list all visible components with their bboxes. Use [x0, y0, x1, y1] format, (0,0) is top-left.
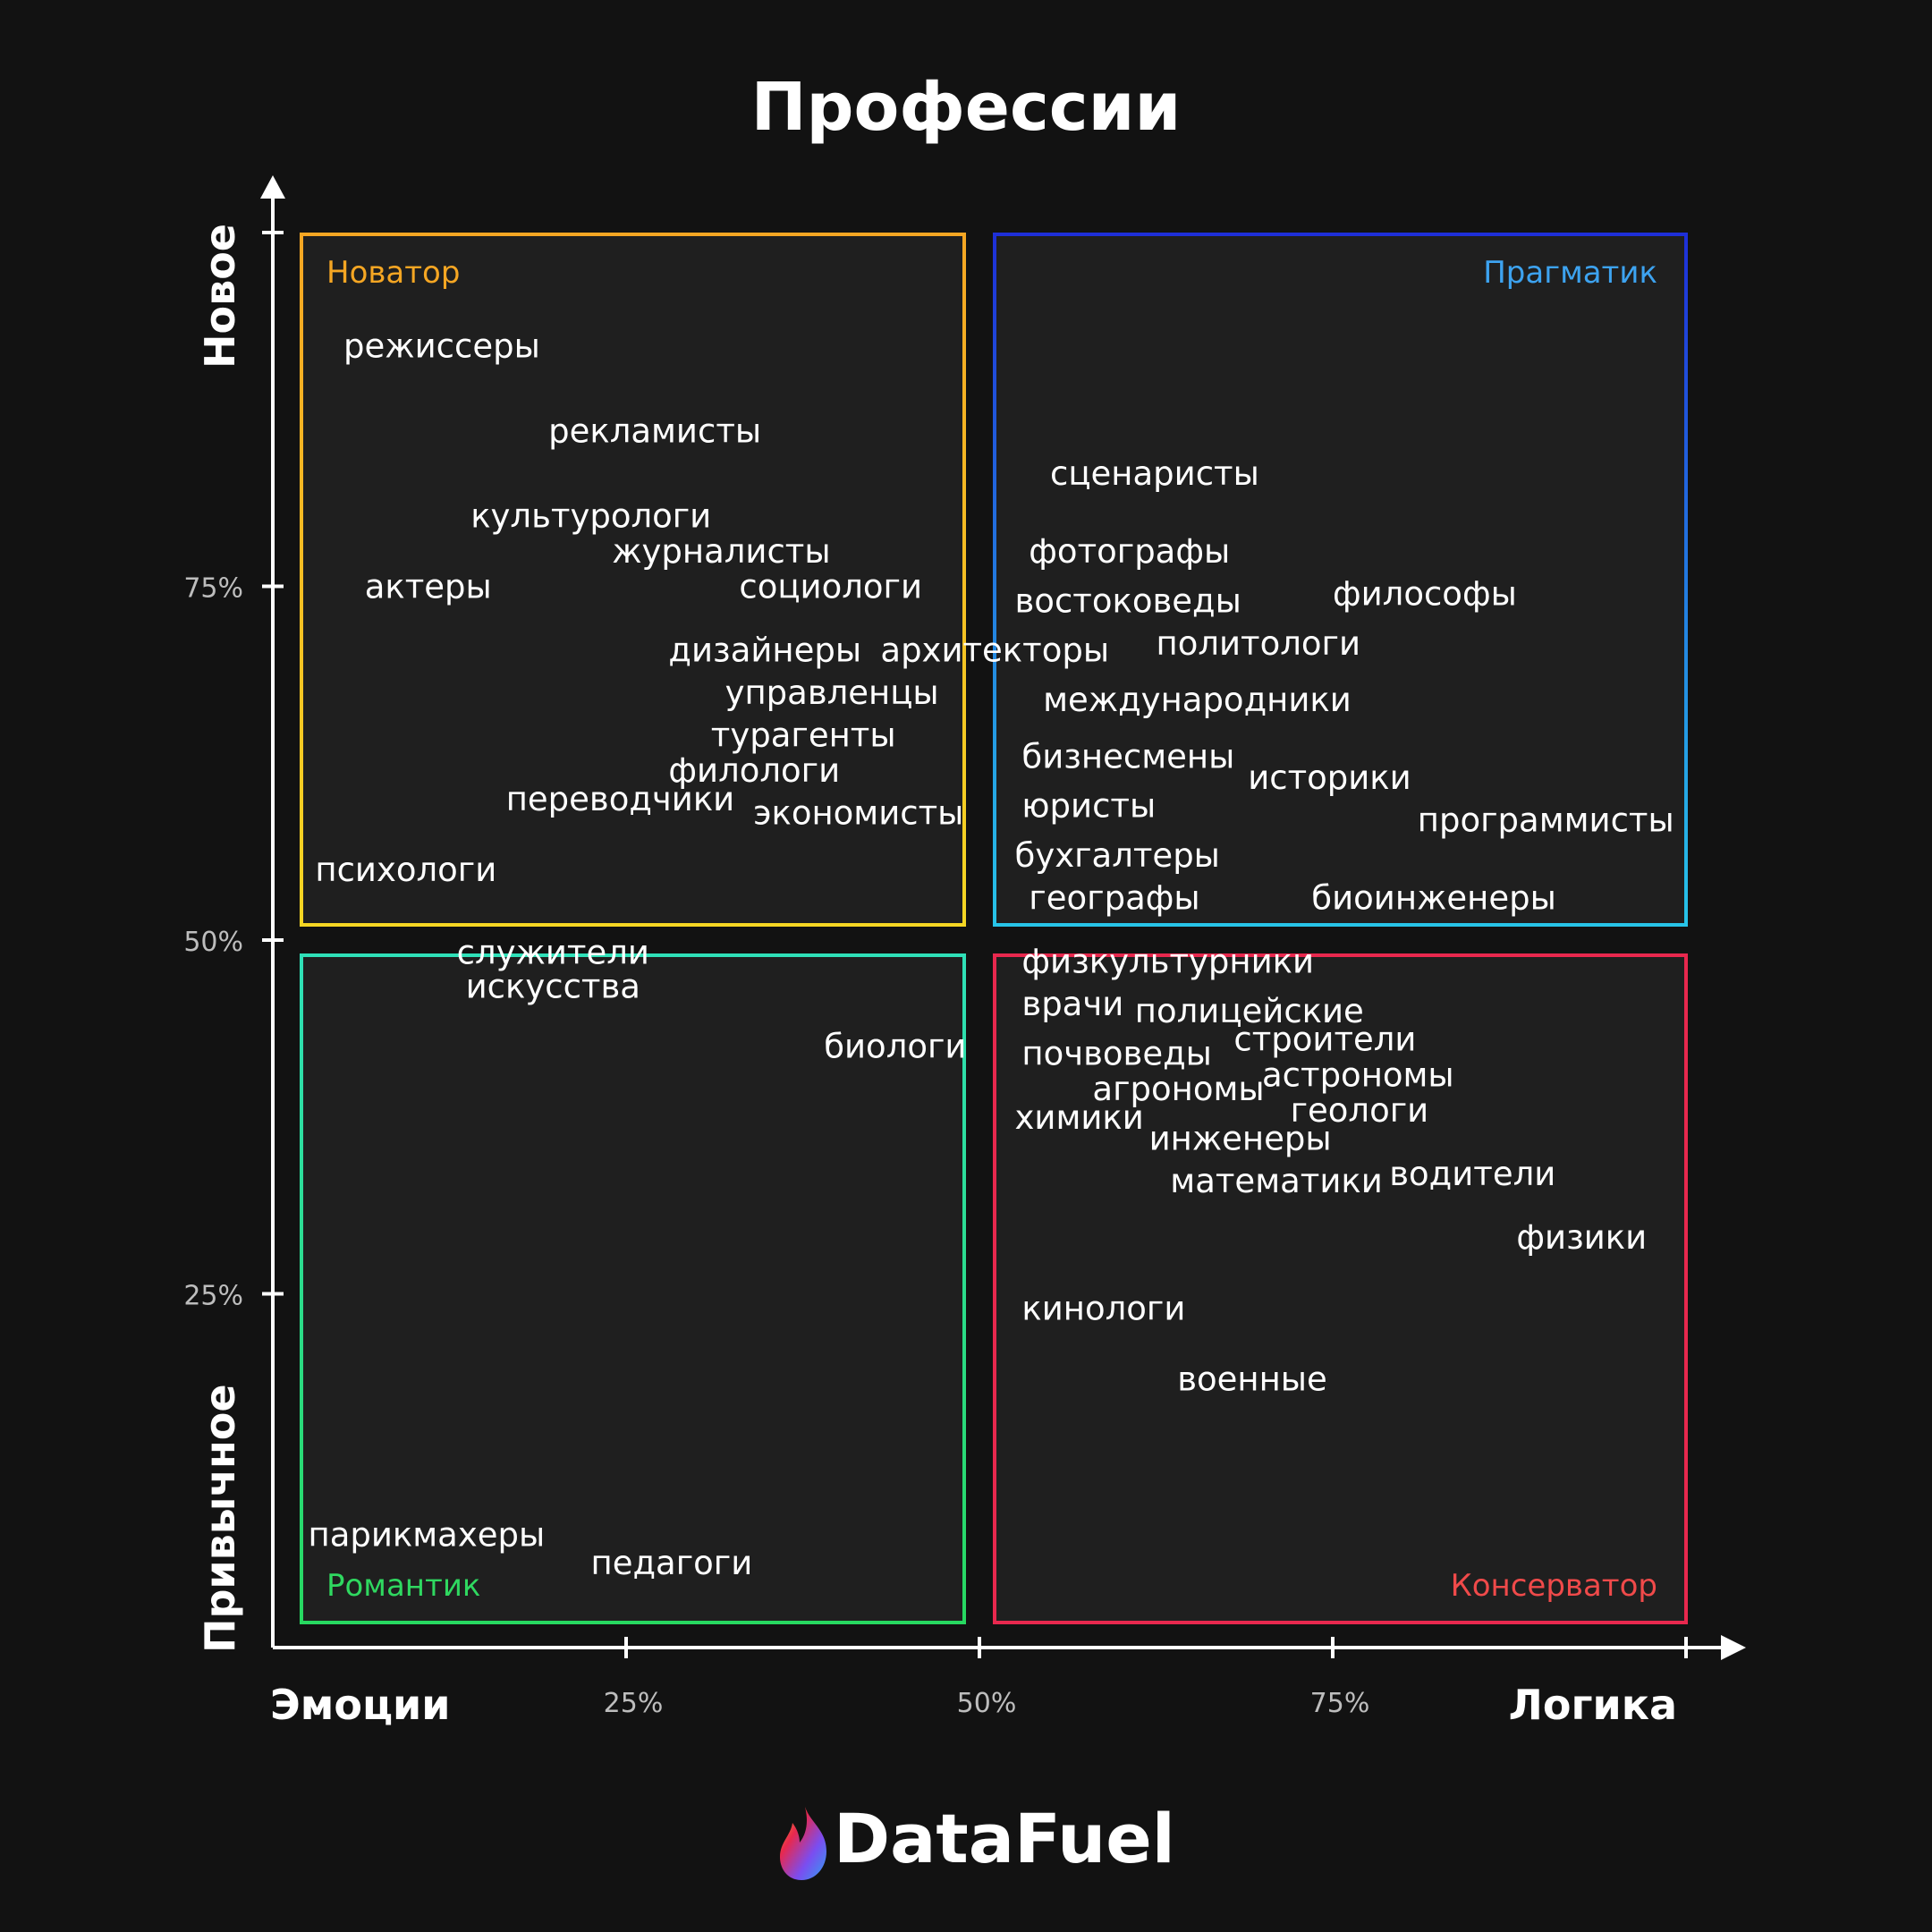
- quadrant-label-0: Новатор: [326, 255, 460, 291]
- x-tick-label-0: 25%: [604, 1688, 664, 1719]
- point-label-43: физики: [1516, 1218, 1647, 1257]
- point-label-33: полицейские: [1135, 992, 1364, 1030]
- point-label-8: управленцы: [725, 674, 939, 712]
- point-label-45: военные: [1177, 1360, 1327, 1398]
- y-tick-label-0: 25%: [183, 1281, 243, 1312]
- y-axis-arrow: [260, 175, 285, 199]
- point-label-40: инженеры: [1149, 1119, 1332, 1157]
- point-label-18: политологи: [1157, 624, 1361, 663]
- quadrant-box-1: [993, 233, 1688, 927]
- point-label-25: географы: [1029, 879, 1199, 918]
- point-label-30: педагоги: [591, 1544, 753, 1582]
- point-label-36: агрономы: [1092, 1070, 1264, 1108]
- point-label-41: математики: [1170, 1162, 1382, 1200]
- quadrant-box-3: [993, 953, 1688, 1624]
- quadrants: Новатор Прагматик Романтик Консерватор: [300, 233, 1688, 1624]
- point-label-21: историки: [1248, 758, 1411, 797]
- y-axis-end-label: Новое: [196, 224, 244, 369]
- point-label-3: журналисты: [612, 532, 830, 571]
- x-axis-end-label: Логика: [1509, 1681, 1677, 1729]
- point-label-13: психологи: [315, 851, 496, 889]
- y-axis-start-label: Привычное: [196, 1384, 244, 1653]
- brand-logo: DataFuel: [780, 1799, 1175, 1880]
- point-label-7: архитекторы: [880, 631, 1109, 670]
- point-label-14: сценаристы: [1050, 454, 1259, 493]
- point-label-37: астрономы: [1262, 1055, 1454, 1094]
- x-axis-start-label: Эмоции: [270, 1681, 451, 1729]
- point-label-10: филологи: [668, 751, 840, 790]
- x-axis-arrow: [1721, 1635, 1746, 1660]
- point-label-6: дизайнеры: [668, 631, 861, 670]
- quadrant-label-3: Консерватор: [1451, 1568, 1657, 1604]
- quadrant-label-1: Прагматик: [1483, 255, 1657, 291]
- point-label-2: культурологи: [470, 496, 711, 535]
- point-label-15: фотографы: [1029, 532, 1230, 571]
- point-label-17: философы: [1333, 574, 1517, 613]
- axes: 25% 50% 75% 25% 50% 75%: [183, 175, 1746, 1719]
- point-label-16: востоковеды: [1015, 581, 1241, 620]
- point-label-4: актеры: [365, 568, 492, 606]
- point-label-26: биоинженеры: [1311, 879, 1556, 918]
- brand-name: DataFuel: [834, 1799, 1175, 1878]
- point-label-39: геологи: [1291, 1091, 1429, 1130]
- point-label-5: социологи: [739, 568, 922, 606]
- point-label-32: врачи: [1021, 985, 1123, 1023]
- point-label-31: физкультурники: [1021, 943, 1314, 981]
- quadrant-box-0: [300, 233, 966, 927]
- point-label-19: международники: [1043, 681, 1352, 719]
- point-label-28: биологи: [824, 1028, 966, 1066]
- chart-title: Профессии: [751, 69, 1182, 146]
- quadrant-label-2: Романтик: [326, 1568, 480, 1604]
- point-label-1: рекламисты: [548, 411, 761, 450]
- y-tick-label-1: 50%: [183, 927, 243, 958]
- point-label-44: кинологи: [1021, 1289, 1185, 1327]
- point-label-12: экономисты: [753, 794, 963, 833]
- point-label-23: программисты: [1418, 801, 1674, 840]
- point-label-11: переводчики: [506, 780, 735, 818]
- point-label-20: бизнесмены: [1021, 737, 1234, 775]
- flame-icon: [780, 1807, 826, 1880]
- point-label-35: строители: [1233, 1021, 1416, 1059]
- point-label-42: водители: [1389, 1155, 1555, 1193]
- point-label-29: парикмахеры: [309, 1515, 546, 1554]
- point-label-22: юристы: [1021, 787, 1156, 826]
- quadrant-box-2: [300, 953, 966, 1624]
- x-tick-label-2: 75%: [1310, 1688, 1370, 1719]
- point-label-27: служители искусства: [457, 934, 649, 1006]
- data-points: режиссеры рекламисты культурологижурналист…: [309, 327, 1674, 1583]
- point-label-38: химики: [1015, 1098, 1144, 1137]
- y-tick-label-2: 75%: [183, 573, 243, 605]
- point-label-24: бухгалтеры: [1015, 836, 1220, 875]
- point-label-9: турагенты: [711, 716, 896, 755]
- point-label-34: почвоведы: [1021, 1035, 1212, 1073]
- x-tick-label-1: 50%: [957, 1688, 1017, 1719]
- point-label-0: режиссеры: [343, 327, 540, 366]
